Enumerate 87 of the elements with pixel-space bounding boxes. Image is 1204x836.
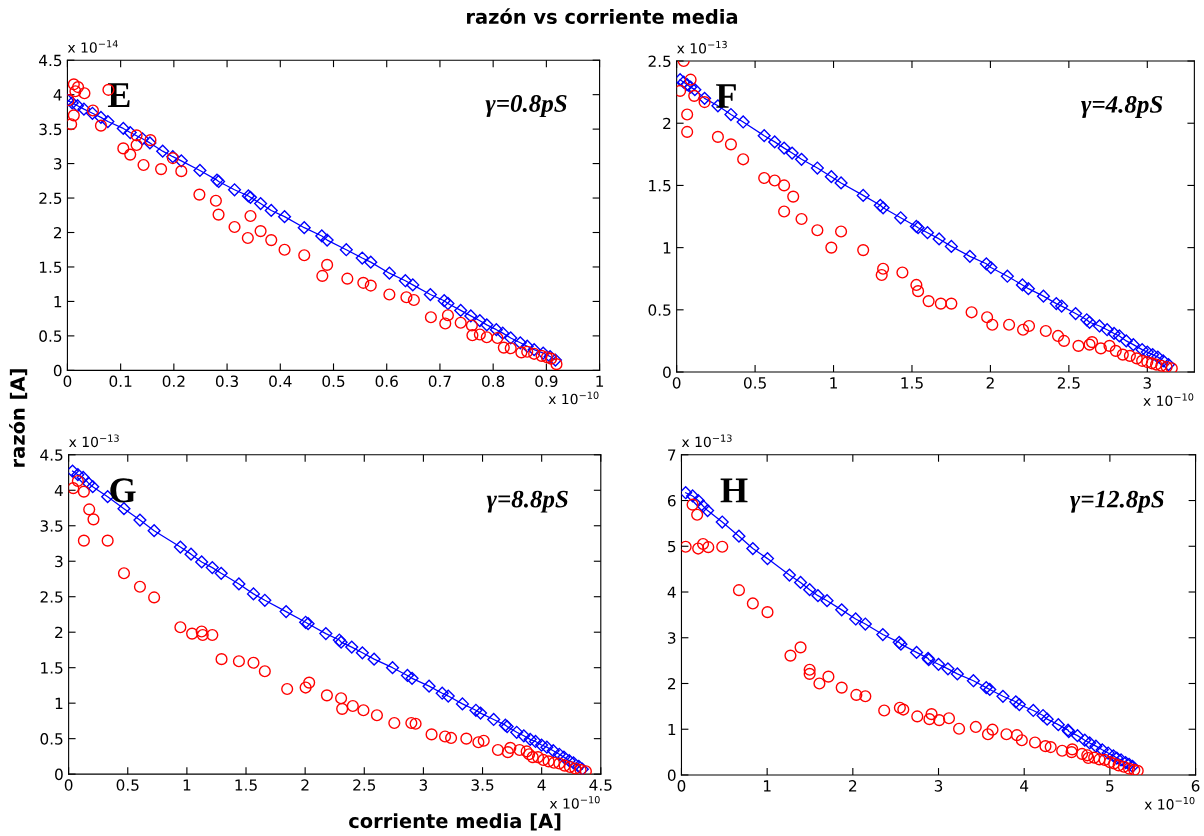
x-tick-label: 2 bbox=[849, 780, 857, 792]
annotation: γ=4.8pS bbox=[1081, 95, 1163, 118]
x-tick-label: 3 bbox=[1143, 377, 1151, 389]
y-tick-label: 0 bbox=[663, 366, 671, 379]
x-tick-label: 0.9 bbox=[535, 375, 558, 388]
y-tick-label: 1 bbox=[55, 697, 63, 709]
x-tick-label: 0 bbox=[677, 780, 686, 792]
y-axis-title: razón [A] bbox=[9, 369, 28, 467]
y-tick-label: 0.5 bbox=[40, 733, 63, 745]
x-tick-label: 0.7 bbox=[428, 375, 451, 388]
y-tick-label: 1 bbox=[668, 723, 676, 736]
y-tick-label: 0 bbox=[55, 768, 63, 781]
y-tick-label: 1 bbox=[663, 242, 671, 254]
x-tick-label: 3.5 bbox=[471, 779, 494, 791]
y-tick-label: 2.5 bbox=[39, 192, 62, 205]
x-tick-label: 0.2 bbox=[162, 375, 185, 388]
x-tick-label: 0.5 bbox=[743, 377, 766, 389]
x-tick-label: 2 bbox=[986, 377, 994, 389]
x-tick-label: 0.5 bbox=[322, 375, 345, 388]
text: x 10$^{−14}$ bbox=[67, 40, 118, 53]
x-tick-label: 0.5 bbox=[116, 779, 139, 791]
y-tick-label: 3.5 bbox=[40, 520, 63, 532]
annotation: G bbox=[110, 478, 136, 503]
x-tick-label: 0 bbox=[63, 375, 72, 388]
y-tick-label: 0 bbox=[53, 364, 62, 377]
x-axis-title: corriente media [A] bbox=[349, 813, 561, 831]
y-tick-label: 3 bbox=[668, 632, 676, 644]
text: x 10$^{−10}$ bbox=[1144, 796, 1195, 810]
y-tick-label: 0.5 bbox=[39, 330, 62, 342]
y-tick-label: 1.5 bbox=[649, 180, 671, 192]
x-tick-label: 5 bbox=[1106, 780, 1114, 792]
y-tick-label: 1.5 bbox=[39, 261, 62, 273]
annotation: E bbox=[107, 83, 130, 107]
y-tick-label: 0.5 bbox=[648, 304, 671, 316]
annotation: F bbox=[716, 84, 736, 108]
y-tick-label: 2 bbox=[668, 677, 676, 690]
annotation: H bbox=[720, 478, 748, 503]
y-tick-label: 4 bbox=[53, 89, 62, 101]
y-tick-label: 4.5 bbox=[39, 54, 62, 67]
x-tick-label: 0.1 bbox=[109, 375, 132, 388]
y-tick-label: 1.5 bbox=[41, 662, 63, 674]
x-tick-label: 6 bbox=[1191, 780, 1200, 792]
text: x 10$^{−10}$ bbox=[549, 796, 600, 809]
chart-title: razón vs corriente media bbox=[467, 8, 738, 25]
text: x 10$^{−10}$ bbox=[1143, 393, 1194, 406]
x-tick-label: 0.8 bbox=[482, 375, 505, 388]
text: x 10$^{−13}$ bbox=[69, 434, 119, 448]
y-tick-label: 4 bbox=[54, 484, 63, 497]
y-tick-label: 3.5 bbox=[39, 123, 62, 136]
annotation: γ=0.8pS bbox=[485, 95, 567, 117]
x-tick-label: 1 bbox=[830, 377, 837, 389]
y-tick-label: 5 bbox=[668, 540, 676, 553]
x-tick-label: 1 bbox=[763, 780, 771, 792]
y-tick-label: 2.5 bbox=[40, 591, 63, 603]
y-tick-label: 6 bbox=[667, 494, 676, 507]
y-tick-label: 3 bbox=[54, 158, 62, 170]
x-tick-label: 0.4 bbox=[269, 375, 292, 388]
x-tick-label: 2.5 bbox=[353, 779, 376, 791]
y-tick-label: 3 bbox=[55, 555, 63, 568]
y-tick-label: 2 bbox=[53, 226, 62, 239]
y-tick-label: 2 bbox=[663, 117, 671, 130]
x-tick-label: 0.3 bbox=[215, 375, 238, 388]
y-tick-label: 7 bbox=[668, 449, 676, 461]
x-tick-label: 4 bbox=[1020, 780, 1029, 792]
y-tick-label: 4 bbox=[667, 586, 676, 598]
y-tick-label: 2 bbox=[55, 626, 63, 639]
text: x 10$^{−13}$ bbox=[677, 40, 727, 54]
annotation: γ=8.8pS bbox=[486, 490, 568, 513]
x-tick-label: 4 bbox=[537, 779, 546, 791]
x-tick-label: 2 bbox=[301, 779, 309, 791]
x-tick-label: 3 bbox=[934, 780, 943, 792]
x-tick-label: 1.5 bbox=[235, 779, 257, 791]
text: x 10$^{−10}$ bbox=[548, 391, 599, 405]
y-tick-label: 2.5 bbox=[648, 55, 671, 68]
y-tick-label: 0 bbox=[667, 769, 676, 781]
x-tick-label: 1.5 bbox=[901, 377, 923, 389]
text: x 10$^{−13}$ bbox=[681, 434, 732, 448]
x-tick-label: 1 bbox=[183, 779, 191, 791]
x-tick-label: 3 bbox=[419, 779, 428, 791]
y-tick-label: 1 bbox=[54, 296, 62, 308]
y-tick-label: 4.5 bbox=[40, 449, 63, 461]
x-tick-label: 0 bbox=[64, 779, 73, 791]
annotation: γ=12.8pS bbox=[1070, 490, 1164, 513]
x-tick-label: 0.6 bbox=[375, 375, 398, 388]
x-tick-label: 1 bbox=[596, 375, 604, 387]
x-tick-label: 2.5 bbox=[1057, 377, 1080, 389]
x-tick-label: 4.5 bbox=[589, 779, 612, 791]
